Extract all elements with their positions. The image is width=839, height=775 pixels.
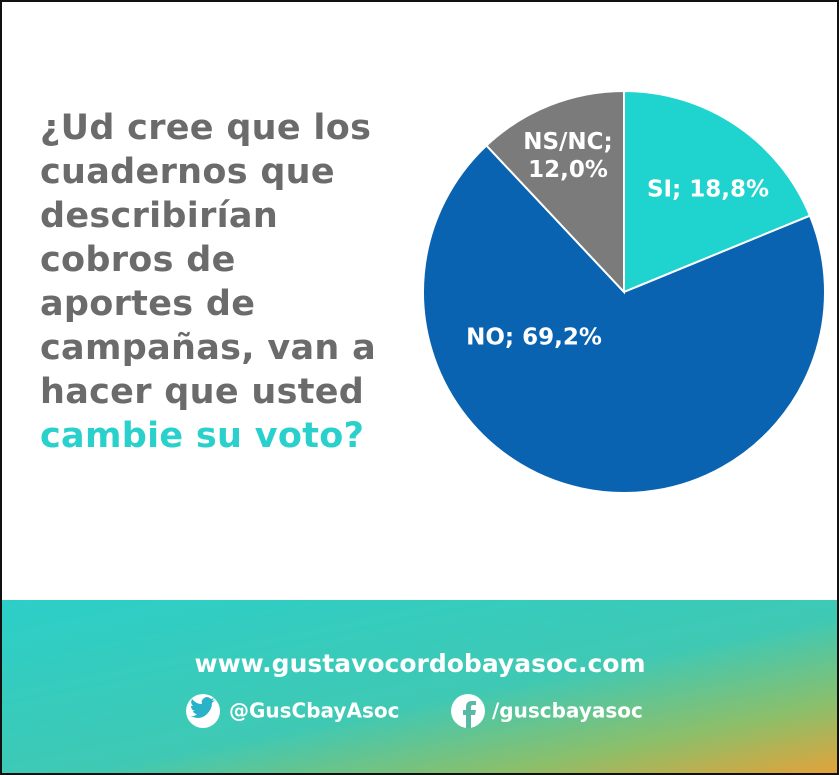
website: www.gustavocordobayasoc.com	[194, 649, 645, 678]
question-highlight: cambie su voto?	[40, 416, 365, 456]
question: ¿Ud cree que los cuadernos que describir…	[40, 106, 380, 458]
footer-band	[2, 600, 837, 773]
question-text: ¿Ud cree que los cuadernos que describir…	[40, 108, 377, 412]
slice-label: NO; 69,2%	[466, 325, 602, 351]
facebook-handle: /guscbayasoc	[492, 699, 643, 723]
twitter-bird	[189, 697, 215, 718]
slice-label: NS/NC; 12,0%	[523, 129, 613, 183]
twitter-handle: @GusCbayAsoc	[229, 699, 399, 723]
pie-slice	[422, 144, 826, 494]
slice-label-line: NS/NC;	[523, 129, 613, 155]
pie-slice	[484, 89, 625, 295]
pie: SI; 18,8% NO; 69,2% NS/NC; 12,0%	[422, 89, 826, 494]
pie-slice	[623, 89, 812, 294]
slice-label-line: 12,0%	[528, 157, 608, 183]
slice-label: SI; 18,8%	[647, 177, 769, 203]
facebook-f	[463, 701, 476, 728]
